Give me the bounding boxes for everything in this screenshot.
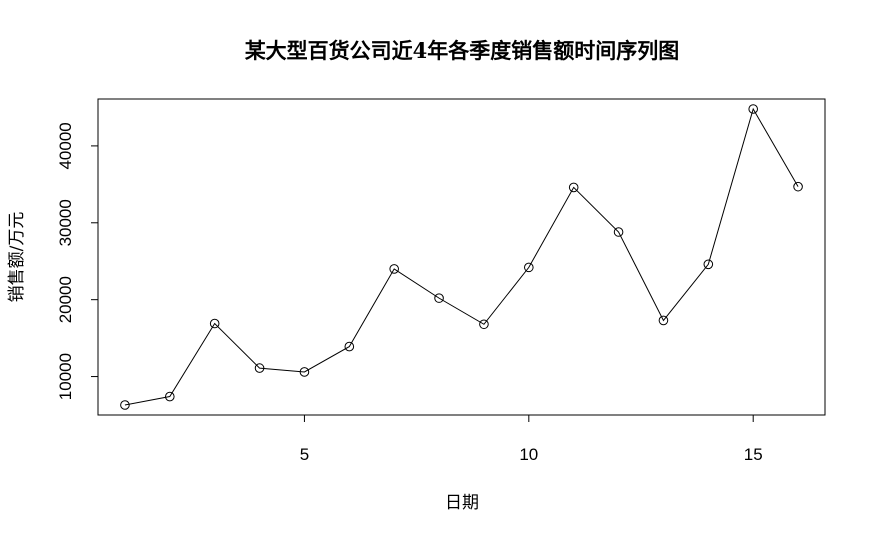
data-point (479, 319, 489, 330)
data-point (209, 318, 220, 329)
y-axis: 10000 20000 30000 40000 (56, 122, 99, 400)
data-point (568, 182, 579, 193)
x-tick-label: 15 (744, 445, 763, 464)
data-point (299, 367, 310, 377)
data-point (748, 104, 759, 114)
y-tick-label: 10000 (56, 353, 75, 400)
data-point (703, 259, 714, 270)
data-point (524, 262, 534, 273)
y-tick-label: 40000 (56, 122, 75, 169)
y-axis-label: 销售额/万元 (7, 212, 27, 303)
data-point (389, 264, 399, 274)
y-tick-label: 20000 (56, 276, 75, 323)
data-point (658, 315, 669, 326)
plot-frame (97, 98, 826, 416)
x-axis: 5 10 15 (300, 414, 763, 464)
series-layer (120, 104, 803, 410)
x-axis-label: 日期 (445, 493, 479, 513)
chart-title: 某大型百货公司近4年各季度销售额时间序列图 (245, 38, 680, 63)
series-line (124, 107, 799, 406)
data-point (344, 341, 355, 352)
data-point (254, 363, 265, 373)
y-tick-label: 30000 (56, 199, 75, 246)
data-point (165, 391, 175, 402)
data-point (793, 181, 803, 192)
x-tick-label: 5 (300, 445, 309, 464)
data-point (613, 227, 624, 237)
x-tick-label: 10 (519, 445, 538, 464)
data-point (434, 293, 444, 303)
data-point (120, 400, 130, 410)
